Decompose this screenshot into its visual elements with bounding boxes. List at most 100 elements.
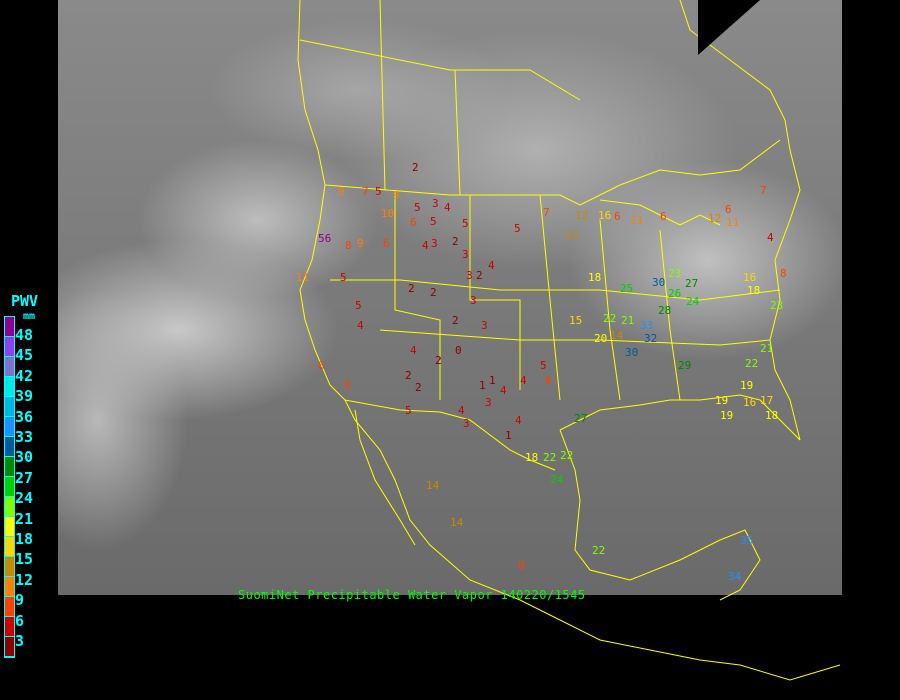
legend-swatch xyxy=(5,477,14,497)
station-pwv-value: 22 xyxy=(745,357,759,370)
station-pwv-value: 18 xyxy=(747,284,761,297)
legend-swatch xyxy=(5,637,14,657)
station-pwv-value: 6 xyxy=(383,237,390,250)
station-pwv-value: 4 xyxy=(444,201,451,214)
station-pwv-value: 18 xyxy=(525,451,539,464)
state-line xyxy=(330,279,781,301)
station-pwv-value: 8 xyxy=(518,559,525,572)
station-pwv-value: 56 xyxy=(318,232,332,245)
legend-swatch xyxy=(5,377,14,397)
station-pwv-value: 4 xyxy=(767,231,774,244)
gulf-north-coast xyxy=(559,394,801,441)
satellite-image xyxy=(58,0,842,595)
station-pwv-value: 2 xyxy=(408,282,415,295)
legend-label: 12 xyxy=(15,570,34,589)
station-pwv-value: 5 xyxy=(514,222,521,235)
legend-label: 30 xyxy=(15,448,34,467)
station-pwv-value: 9 xyxy=(393,189,400,202)
station-pwv-value: 5 xyxy=(430,215,437,228)
station-pwv-value: 1 xyxy=(505,429,512,442)
station-pwv-value: 3 xyxy=(485,396,492,409)
station-pwv-value: 6 xyxy=(318,359,325,372)
station-pwv-value: 14 xyxy=(610,329,624,342)
station-pwv-value: 4 xyxy=(422,239,429,252)
legend-label: 36 xyxy=(15,407,34,426)
station-pwv-value: 33 xyxy=(640,319,654,332)
station-pwv-value: 16 xyxy=(743,271,757,284)
station-pwv-value: 3 xyxy=(466,269,473,282)
legend-label: 33 xyxy=(15,428,34,446)
station-pwv-value: 4 xyxy=(515,414,522,427)
station-pwv-value: 25 xyxy=(620,282,634,295)
station-pwv-value: 5 xyxy=(540,359,547,372)
canada-province-line xyxy=(299,39,581,101)
station-pwv-value: 5 xyxy=(405,404,412,417)
baja-coastline xyxy=(354,409,416,546)
station-pwv-value: 8 xyxy=(344,379,351,392)
legend-label: 24 xyxy=(15,489,34,508)
station-pwv-value: 11 xyxy=(726,216,740,229)
atlantic-coastline xyxy=(679,0,801,441)
station-pwv-value: 10 xyxy=(381,207,395,220)
station-pwv-value: 6 xyxy=(410,216,417,229)
station-pwv-value: 2 xyxy=(476,269,483,282)
station-pwv-value: 5 xyxy=(462,217,469,230)
station-pwv-value: 4 xyxy=(458,404,465,417)
legend-label: 48 xyxy=(15,326,34,344)
legend-swatch xyxy=(5,437,14,457)
us-canada-border xyxy=(324,139,781,206)
station-pwv-value: 5 xyxy=(414,201,421,214)
station-pwv-value: 8 xyxy=(545,374,552,387)
station-pwv-value: 2 xyxy=(452,314,459,327)
legend-label: 27 xyxy=(15,468,34,487)
legend-label: 18 xyxy=(15,530,34,548)
station-pwv-value: 3 xyxy=(462,248,469,261)
station-pwv-value: 6 xyxy=(660,210,667,223)
station-pwv-value: 13 xyxy=(565,229,579,242)
state-line xyxy=(394,190,441,400)
station-pwv-value: 30 xyxy=(625,346,639,359)
legend-swatch xyxy=(5,537,14,557)
state-line xyxy=(379,329,771,346)
station-pwv-value: 17 xyxy=(760,394,774,407)
station-pwv-value: 18 xyxy=(765,409,779,422)
state-line xyxy=(599,219,621,401)
station-pwv-value: 9 xyxy=(357,237,364,250)
station-pwv-value: 4 xyxy=(500,384,507,397)
legend-swatch xyxy=(5,337,14,357)
legend-label: 39 xyxy=(15,387,34,406)
station-pwv-value: 5 xyxy=(340,271,347,284)
us-mexico-border xyxy=(344,399,556,471)
station-pwv-value: 27 xyxy=(685,277,699,290)
station-pwv-value: 2 xyxy=(435,354,442,367)
station-pwv-value: 24 xyxy=(686,295,700,308)
state-line xyxy=(659,229,681,401)
legend-label: 45 xyxy=(15,346,34,365)
station-pwv-value: 11 xyxy=(630,214,644,227)
station-pwv-value: 2 xyxy=(415,381,422,394)
legend-title: PWV xyxy=(11,292,39,310)
station-pwv-value: 14 xyxy=(450,516,464,529)
legend-swatch xyxy=(5,497,14,517)
station-pwv-value: 34 xyxy=(728,570,742,583)
great-lakes xyxy=(599,199,721,226)
legend-label: 6 xyxy=(15,611,25,630)
station-pwv-value: 19 xyxy=(715,394,729,407)
station-pwv-value: 5 xyxy=(355,299,362,312)
legend-swatch xyxy=(5,317,14,337)
station-pwv-value: 7 xyxy=(362,185,369,198)
station-pwv-value: 2 xyxy=(452,235,459,248)
station-pwv-value: 12 xyxy=(708,212,722,225)
canada-province-line xyxy=(454,69,461,196)
station-pwv-value: 12 xyxy=(575,209,589,222)
station-pwv-value: 3 xyxy=(432,197,439,210)
station-pwv-value: 18 xyxy=(588,271,602,284)
station-pwv-value: 19 xyxy=(720,409,734,422)
station-pwv-value: 23 xyxy=(770,299,784,312)
station-pwv-value: 11 xyxy=(296,271,310,284)
station-pwv-value: 7 xyxy=(760,184,767,197)
station-pwv-value: 19 xyxy=(740,379,754,392)
color-legend xyxy=(4,316,15,658)
legend-label: 3 xyxy=(15,632,25,650)
